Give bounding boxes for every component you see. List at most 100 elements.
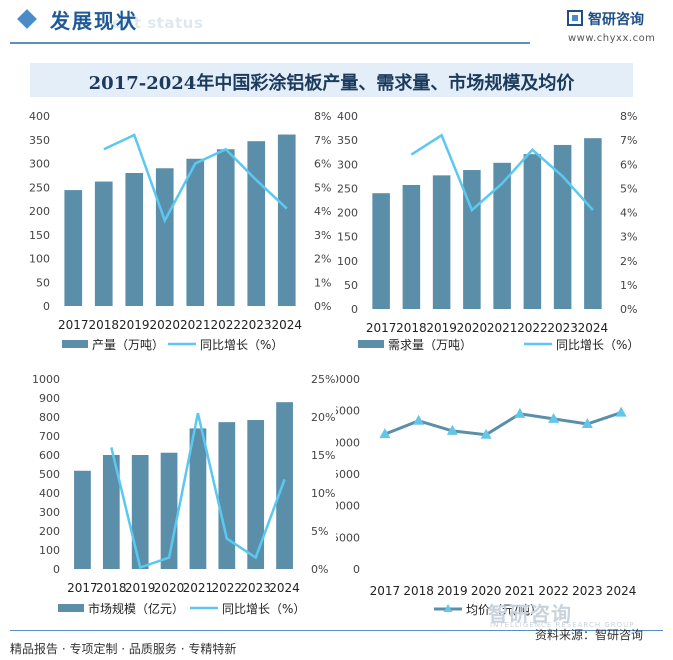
bar (553, 144, 572, 309)
legend-label: 同比增长（%） (200, 338, 283, 352)
legend-label: 同比增长（%） (222, 602, 305, 616)
y-tick-label: 500 (39, 468, 60, 481)
x-tick-label: 2022 (212, 581, 243, 595)
y2-tick-label: 5% (311, 525, 328, 538)
x-tick-label: 2021 (487, 321, 518, 335)
x-tick-label: 2018 (96, 581, 127, 595)
footer-divider (10, 630, 663, 631)
y-tick-label: 350 (29, 134, 50, 147)
series-line (384, 411, 622, 437)
legend-label: 均价（元/吨） (466, 603, 542, 617)
y2-tick-label: 3% (620, 231, 637, 244)
header: ent status 发展现状 智研咨询 www.chyxx.com (0, 0, 673, 48)
x-tick-label: 2023 (572, 584, 603, 598)
y2-tick-label: 5% (620, 182, 637, 195)
bar (218, 422, 236, 569)
y2-tick-label: 3% (314, 229, 331, 242)
y-tick-label: 50 (36, 276, 50, 289)
x-tick-label: 2018 (396, 321, 427, 335)
legend-label: 需求量（万吨） (388, 338, 472, 352)
y2-tick-label: 0% (620, 303, 637, 316)
footer-logo: 智研咨询 (488, 602, 572, 626)
y-tick-label: 50 (344, 279, 358, 292)
y-tick-label: 700 (39, 430, 60, 443)
bar (463, 170, 481, 309)
bar (584, 138, 602, 309)
y-tick-label: 0 (43, 300, 50, 313)
y-tick-label: 200 (29, 205, 50, 218)
bar (64, 190, 83, 306)
bar (74, 470, 91, 569)
bar (277, 134, 296, 306)
bar (372, 193, 390, 309)
x-tick-label: 2019 (119, 318, 150, 332)
series-line (103, 133, 288, 224)
y-tick-label: 400 (29, 110, 50, 123)
x-tick-label: 2020 (457, 321, 488, 335)
y-tick-label: 300 (29, 158, 50, 171)
header-subtitle-overlay: ent status (112, 14, 204, 32)
brand-name[interactable]: 智研咨询 (588, 12, 644, 28)
y-tick-label: 15000 (336, 468, 360, 481)
diamond-icon (17, 9, 37, 29)
x-tick-label: 2018 (403, 584, 434, 598)
y-tick-label: 1000 (32, 373, 60, 386)
y2-tick-label: 8% (314, 110, 331, 123)
y-tick-label: 25000 (336, 405, 360, 418)
main-title: 2017-2024年中国彩涂铝板产量、需求量、市场规模及均价 (88, 73, 575, 94)
bar (432, 175, 451, 309)
y-tick-label: 250 (337, 182, 358, 195)
x-tick-label: 2018 (88, 318, 119, 332)
y-tick-label: 150 (337, 231, 358, 244)
y2-tick-label: 6% (314, 158, 331, 171)
data-point (514, 407, 526, 418)
y-tick-label: 100 (39, 544, 60, 557)
brand-url[interactable]: www.chyxx.com (568, 33, 656, 44)
data-point (548, 412, 560, 423)
x-tick-label: 2019 (426, 321, 457, 335)
legend-swatch-bar (358, 340, 384, 348)
bar (523, 154, 542, 309)
y-tick-label: 100 (29, 253, 50, 266)
y2-tick-label: 8% (620, 110, 637, 123)
bar (247, 141, 266, 306)
production-chart: 0 50 100 150 200 250 300 350 400 0% 1% 2% 3% 4% 5% 6% 7%… (29, 110, 331, 352)
x-tick-label: 2021 (183, 581, 214, 595)
y-tick-label: 0 (53, 563, 60, 576)
bar (125, 173, 144, 306)
footer-logo-en: INTELLIGENCE RESEARCH GROUP (490, 621, 635, 629)
y2-tick-label: 10% (311, 487, 335, 500)
legend-swatch-marker (443, 604, 453, 612)
y2-tick-label: 6% (620, 158, 637, 171)
data-point (581, 417, 593, 428)
title-band: 2017-2024年中国彩涂铝板产量、需求量、市场规模及均价 (30, 63, 633, 97)
y-tick-label: 100 (337, 255, 358, 268)
x-tick-label: 2024 (271, 318, 302, 332)
y-tick-label: 600 (39, 449, 60, 462)
bar (276, 402, 293, 569)
x-tick-label: 2023 (240, 581, 271, 595)
y2-tick-label: 2% (620, 255, 637, 268)
x-tick-label: 2017 (366, 321, 397, 335)
y-tick-label: 5000 (336, 531, 360, 544)
series-line (410, 133, 594, 213)
x-tick-label: 2023 (547, 321, 578, 335)
y2-tick-label: 15% (311, 449, 335, 462)
y2-tick-label: 25% (311, 373, 335, 386)
y2-tick-label: 0% (311, 563, 328, 576)
x-tick-label: 2017 (58, 318, 89, 332)
bar (189, 428, 207, 569)
x-tick-label: 2023 (241, 318, 272, 332)
y-tick-label: 350 (337, 134, 358, 147)
y2-tick-label: 4% (314, 205, 331, 218)
y2-tick-label: 1% (620, 279, 637, 292)
demand-chart: 0 50 100 150 200 250 300 350 400 0% 1% 2% 3% 4% 5% 6% 7%… (337, 110, 639, 352)
y-tick-label: 400 (337, 110, 358, 123)
legend-label: 市场规模（亿元） (88, 601, 184, 616)
y2-tick-label: 5% (314, 181, 331, 194)
y-tick-label: 30000 (336, 373, 360, 386)
bar (94, 181, 113, 306)
y-tick-label: 150 (29, 229, 50, 242)
legend-swatch-bar (62, 340, 88, 348)
data-point (446, 424, 458, 435)
